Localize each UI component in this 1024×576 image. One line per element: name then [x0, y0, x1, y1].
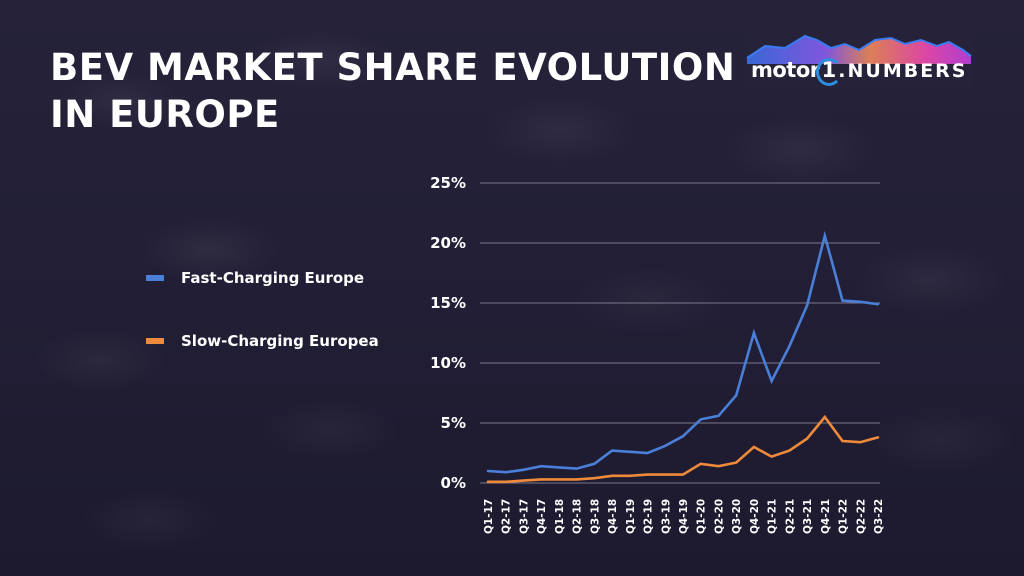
x-tick-label: Q4-19: [678, 499, 690, 534]
x-tick-label: Q1-22: [838, 499, 850, 534]
x-tick-label: Q2-20: [713, 499, 725, 534]
x-tick-label: Q3-21: [802, 499, 814, 534]
x-tick-label: Q2-19: [643, 499, 655, 534]
x-tick-label: Q3-18: [589, 499, 601, 534]
x-tick-label: Q4-17: [536, 499, 548, 534]
legend-swatch-fast: [146, 275, 164, 281]
x-tick-label: Q1-19: [625, 499, 637, 534]
y-tick-label: 5%: [441, 414, 466, 432]
legend-label-slow: Slow-Charging Europea: [181, 332, 379, 350]
logo-numbers: .NUMBERS: [838, 60, 968, 82]
y-tick-label: 0%: [441, 474, 466, 492]
x-tick-label: Q2-17: [501, 499, 513, 534]
x-tick-label: Q1-18: [554, 499, 566, 534]
motor1-numbers-logo: motor1 .NUMBERS: [745, 28, 973, 88]
chart-legend: Fast-Charging Europe Slow-Charging Europ…: [146, 268, 379, 394]
title-line-2: IN EUROPE: [50, 93, 280, 136]
x-tick-label: Q1-20: [696, 499, 708, 534]
x-tick-label: Q2-21: [784, 499, 796, 534]
logo-wordmark: motor1 .NUMBERS: [751, 58, 968, 86]
page-title: BEV MARKET SHARE EVOLUTION IN EUROPE: [50, 44, 735, 138]
x-tick-label: Q4-21: [820, 499, 832, 534]
y-tick-label: 25%: [430, 174, 466, 192]
x-tick-label: Q2-18: [572, 499, 584, 534]
x-tick-label: Q4-20: [749, 499, 761, 534]
x-tick-label: Q3-22: [873, 499, 885, 534]
legend-swatch-slow: [146, 338, 164, 344]
title-line-1: BEV MARKET SHARE EVOLUTION: [50, 46, 736, 89]
y-tick-label: 15%: [430, 294, 466, 312]
series-line-fast-charging: [486, 230, 880, 474]
x-tick-label: Q3-17: [518, 499, 530, 534]
logo-one: 1: [815, 58, 842, 86]
y-tick-label: 10%: [430, 354, 466, 372]
y-tick-label: 20%: [430, 234, 466, 252]
x-tick-label: Q4-18: [607, 499, 619, 534]
x-tick-label: Q2-22: [855, 499, 867, 534]
legend-item-slow: Slow-Charging Europea: [146, 331, 379, 351]
legend-label-fast: Fast-Charging Europe: [181, 269, 365, 287]
x-tick-label: Q1-17: [483, 499, 495, 534]
x-tick-label: Q3-20: [731, 499, 743, 534]
x-tick-label: Q3-19: [660, 499, 672, 534]
series-line-slow-charging: [486, 414, 880, 484]
legend-item-fast: Fast-Charging Europe: [146, 268, 379, 288]
logo-mountain-icon: [746, 34, 972, 64]
logo-motor: motor: [751, 58, 820, 82]
x-tick-label: Q1-21: [767, 499, 779, 534]
